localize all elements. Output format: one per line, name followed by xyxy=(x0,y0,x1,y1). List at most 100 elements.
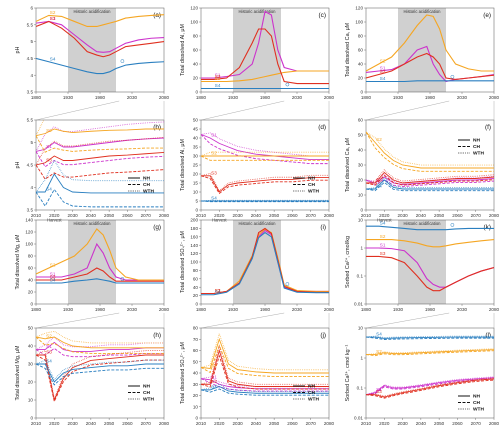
x-tick-label: 1880 xyxy=(361,307,372,312)
y-tick-label: 30 xyxy=(28,362,34,367)
x-tick-label: 1980 xyxy=(260,307,271,312)
series-label-s2: S2 xyxy=(215,288,221,293)
y-tick-label: 0 xyxy=(30,302,33,307)
series-line-s2 xyxy=(366,348,494,356)
series-line-s2 xyxy=(36,330,164,344)
series-line-s3 xyxy=(366,52,494,80)
x-tick-label: 2020 xyxy=(379,421,390,425)
acidification-band xyxy=(398,220,446,304)
x-tick-label: 2020 xyxy=(49,421,60,425)
series-line-s3 xyxy=(201,227,329,295)
series-label-s1: S1 xyxy=(380,243,386,248)
chart-panel-b: 3.5 4 4.5 5 5.5 2010 2020 2030 2040 2050 2060 2070 2… xyxy=(15,118,170,223)
y-tick-label: 5 xyxy=(30,39,33,44)
series-line-s1 xyxy=(201,132,329,157)
series-label-s1: S1 xyxy=(50,16,56,21)
x-tick-label: 2060 xyxy=(122,213,133,218)
y-tick-label: 40 xyxy=(193,62,199,67)
x-tick-label: 2050 xyxy=(434,421,445,425)
legend-label: WTH xyxy=(143,397,154,403)
y-tick-label: 20 xyxy=(193,393,199,398)
series-line-s2 xyxy=(366,349,494,356)
acidification-band xyxy=(233,220,281,304)
chart-panel-e: Historic acidification 0 20 40 60 80 100 120 188… xyxy=(345,6,500,100)
y-tick-label: 5 xyxy=(195,199,198,204)
legend-label: NH xyxy=(308,384,315,390)
series-label-s3: S3 xyxy=(211,170,217,175)
series-line-s1 xyxy=(366,179,494,187)
x-tick-label: 2030 xyxy=(232,213,243,218)
band-label: Historic acidification xyxy=(73,9,111,14)
x-tick-label: 2010 xyxy=(196,421,207,425)
series-group xyxy=(201,132,329,203)
legend-label: NH xyxy=(473,394,480,400)
x-tick-label: 2070 xyxy=(141,421,152,425)
legend-label: CH xyxy=(473,144,480,150)
series-line-s3 xyxy=(201,344,329,385)
y-tick-label: 60 xyxy=(193,348,199,353)
x-tick-label: 2030 xyxy=(67,213,78,218)
x-tick-label: 2080 xyxy=(324,307,335,312)
legend-label: NH xyxy=(143,384,150,390)
chart-panel-g: Historic acidification 0 20 40 60 80 100 120 140… xyxy=(15,218,170,312)
x-tick-label: 1930 xyxy=(393,95,404,100)
y-tick-label: 40 xyxy=(193,136,199,141)
x-tick-label: 1880 xyxy=(196,307,207,312)
y-tick-label: 60 xyxy=(193,276,199,281)
series-label-s3: S3 xyxy=(380,69,386,74)
series-label-s3: S3 xyxy=(215,288,221,293)
series-line-s1 xyxy=(366,377,494,396)
x-tick-label: 2030 xyxy=(457,95,468,100)
series-line-s4 xyxy=(36,363,164,383)
x-tick-label: 1930 xyxy=(393,307,404,312)
legend-label: NH xyxy=(308,176,315,182)
x-tick-label: 2030 xyxy=(292,95,303,100)
series-line-s2 xyxy=(36,228,164,281)
series-line-s4 xyxy=(201,386,329,394)
series-line-s4 xyxy=(36,363,164,386)
y-tick-label: 4.5 xyxy=(27,163,34,168)
zoom-connector xyxy=(365,100,450,121)
y-tick-label: 0 xyxy=(30,416,33,421)
x-tick-label: 2030 xyxy=(127,95,138,100)
y-tick-label: 30 xyxy=(358,163,364,168)
series-line-s4 xyxy=(36,278,164,284)
series-line-s1 xyxy=(201,134,329,165)
x-tick-label: 2070 xyxy=(471,213,482,218)
chart-panel-l: 0.01 0.1 1 10 2010 2020 2030 2040 2050 2060 2070 20… xyxy=(345,326,500,425)
y-tick-label: 10 xyxy=(358,218,364,223)
y-tick-label: 180 xyxy=(190,226,198,231)
series-label-s2: S2 xyxy=(376,349,382,354)
x-tick-label: 2060 xyxy=(287,213,298,218)
series-line-s4 xyxy=(201,200,329,203)
plot-frame xyxy=(365,327,495,419)
series-line-s2 xyxy=(366,131,494,166)
x-tick-label: 2020 xyxy=(214,213,225,218)
panel-label: (g) xyxy=(153,224,161,231)
y-tick-label: 30 xyxy=(193,382,199,387)
x-tick-label: 2050 xyxy=(104,421,115,425)
plot-frame xyxy=(35,119,165,211)
series-label-s1: S1 xyxy=(376,178,382,183)
x-tick-label: 2080 xyxy=(324,421,335,425)
y-tick-label: 10 xyxy=(358,193,364,198)
y-tick-label: 120 xyxy=(355,6,363,11)
panel-label: (h) xyxy=(153,332,161,339)
series-label-s3: S3 xyxy=(380,251,386,256)
x-tick-label: 2010 xyxy=(361,213,372,218)
series-label-s4: S4 xyxy=(380,76,386,81)
y-tick-label: 0 xyxy=(195,90,198,95)
panel-label: (i) xyxy=(320,224,326,231)
series-group xyxy=(366,225,494,292)
y-tick-label: 20 xyxy=(193,293,199,298)
x-tick-label: 1930 xyxy=(228,95,239,100)
x-tick-label: 1980 xyxy=(260,95,271,100)
y-tick-label: 20 xyxy=(358,178,364,183)
plot-frame xyxy=(35,327,165,419)
acidification-band xyxy=(68,8,116,92)
x-tick-label: 1880 xyxy=(361,95,372,100)
series-label-s4: S4 xyxy=(50,56,56,61)
series-label-s3: S3 xyxy=(376,178,382,183)
